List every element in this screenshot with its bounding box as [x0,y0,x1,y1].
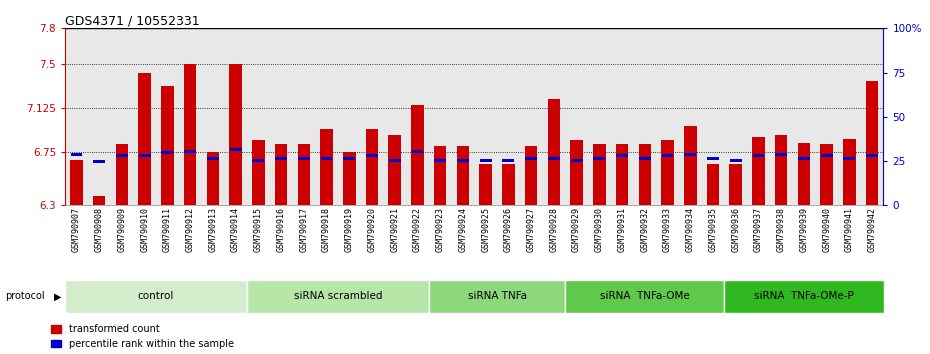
Legend: transformed count, percentile rank within the sample: transformed count, percentile rank withi… [51,324,233,349]
Bar [412,149,423,153]
Text: siRNA TNFa: siRNA TNFa [468,291,526,302]
Bar [730,159,741,162]
Bar [366,154,378,157]
Bar [775,135,788,205]
Bar [798,143,810,205]
Bar [298,144,310,205]
Bar [480,159,492,162]
Bar [798,156,810,160]
Bar [230,64,242,205]
Bar [206,152,219,205]
Bar [115,144,128,205]
Bar [821,154,832,157]
Bar [321,156,332,160]
Bar [389,159,401,162]
Bar [844,156,856,160]
Bar [752,154,764,157]
Bar [411,105,424,205]
Bar [707,156,719,160]
Bar [457,146,469,205]
Bar [707,164,719,205]
Bar [184,64,196,205]
Bar [434,159,446,162]
Text: siRNA  TNFa-OMe-P: siRNA TNFa-OMe-P [754,291,854,302]
Text: control: control [138,291,174,302]
Bar [207,156,219,160]
Bar [776,153,787,156]
Bar [479,164,492,205]
Bar [252,141,264,205]
Bar [866,154,878,157]
Text: siRNA scrambled: siRNA scrambled [294,291,382,302]
Bar [162,151,173,154]
Bar [457,159,469,162]
Bar [571,159,582,162]
Bar [525,146,538,205]
Bar [548,99,560,205]
Bar [70,160,83,205]
Bar [661,141,673,205]
Bar [844,139,856,205]
Bar [661,154,673,157]
Text: protocol: protocol [5,291,45,302]
Bar [71,153,83,156]
Text: ▶: ▶ [54,291,61,302]
Bar [275,156,287,160]
Bar [502,159,514,162]
Bar [593,156,605,160]
Bar [139,73,151,205]
Bar [274,144,287,205]
Text: GDS4371 / 10552331: GDS4371 / 10552331 [65,14,200,27]
Bar [116,154,127,157]
Bar [502,164,514,205]
Bar [525,156,537,160]
Bar [639,156,651,160]
Bar [752,137,764,205]
Bar [230,148,242,151]
Bar [343,152,355,205]
Bar [93,160,105,163]
Bar [820,144,833,205]
Bar [639,144,651,205]
Bar [161,86,174,205]
Bar [570,141,583,205]
Bar [684,153,697,156]
Bar [729,164,742,205]
Bar [93,196,105,205]
Bar [298,156,310,160]
Bar [434,146,446,205]
Bar [184,149,196,153]
Bar [684,126,697,205]
Bar [365,129,379,205]
Bar [616,144,629,205]
Bar [389,135,401,205]
Bar [343,156,355,160]
Bar [139,154,151,157]
Bar [252,159,264,162]
Text: siRNA  TNFa-OMe: siRNA TNFa-OMe [600,291,690,302]
Bar [866,81,878,205]
Bar [320,129,333,205]
Bar [593,144,605,205]
Bar [548,156,560,160]
Bar [617,154,628,157]
